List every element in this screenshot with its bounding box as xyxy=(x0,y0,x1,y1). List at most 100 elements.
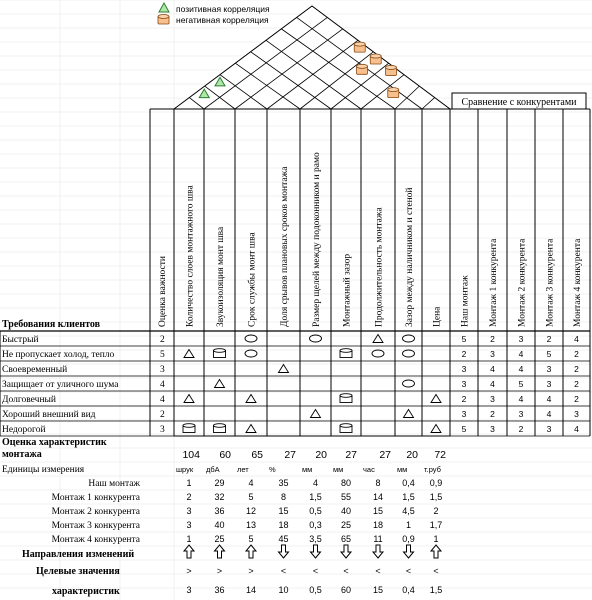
requirement-label: Не пропускает холод, тепло xyxy=(2,350,115,360)
negative-correlation-mark xyxy=(356,63,368,75)
cylinder-top xyxy=(353,41,366,47)
tech-header-7: Зазор между наличником и стеной xyxy=(404,187,415,327)
negative-correlation-mark xyxy=(387,87,400,99)
evaluation-value: 104 xyxy=(182,449,200,461)
unit-value: шрук xyxy=(176,465,194,474)
competitor-score: 3 xyxy=(462,409,467,419)
target-sign: < xyxy=(375,566,380,576)
benchmark-value: 11 xyxy=(373,534,382,544)
importance-value: 5 xyxy=(160,350,165,360)
tech-header-4: Размер щелей между подоконником и рамо xyxy=(311,152,322,327)
roof-grid-line xyxy=(204,85,236,110)
evaluation-value: 65 xyxy=(251,449,263,461)
benchmark-value: 0,9 xyxy=(402,534,415,544)
benchmark-value: 55 xyxy=(341,492,351,502)
arrow-down-icon xyxy=(277,544,290,559)
unit-value: час xyxy=(363,465,375,474)
importance-value: 3 xyxy=(160,425,165,435)
roof-grid-line xyxy=(281,28,396,110)
arrow-down-icon xyxy=(339,544,353,559)
competitor-score: 3 xyxy=(547,424,552,434)
competitor-score: 2 xyxy=(547,334,552,344)
competitor-score: 2 xyxy=(574,394,579,404)
cylinder-top xyxy=(339,393,353,398)
evaluation-value: 27 xyxy=(345,449,357,461)
cylinder-top xyxy=(339,348,353,353)
target-value: 15 xyxy=(373,585,383,595)
competitor-score: 2 xyxy=(490,334,495,344)
benchmark-value: 1,5 xyxy=(402,492,415,502)
target-value: 0,4 xyxy=(402,585,415,595)
unit-value: мм xyxy=(302,465,312,474)
benchmark-value: 8 xyxy=(281,492,286,502)
requirement-label: Недорогой xyxy=(2,424,46,435)
benchmark-value: 4 xyxy=(313,478,318,488)
weak-relation-mark xyxy=(371,349,385,358)
medium-relation-mark xyxy=(277,363,290,373)
benchmark-value: 4,5 xyxy=(402,506,415,516)
roof-grid-line xyxy=(330,62,389,110)
competitor-score: 3 xyxy=(574,409,579,419)
arrow-up-icon xyxy=(182,544,196,559)
units-label: Единицы измерения xyxy=(2,465,85,475)
evaluation-label-top: Оценка характеристик xyxy=(2,437,107,448)
vertical-headers: Оценка важности Количество слоев монтажно… xyxy=(158,152,583,327)
roof-grid-line xyxy=(266,40,359,110)
roof-grid-line xyxy=(250,51,332,110)
importance-value: 2 xyxy=(160,410,165,420)
tech-header-5: Монтажный зазор xyxy=(342,254,353,327)
benchmark-value: 13 xyxy=(246,520,256,530)
benchmark-value: 18 xyxy=(373,520,383,530)
target-value: 1,5 xyxy=(430,585,443,595)
benchmark-value: 0,3 xyxy=(309,520,322,530)
unit-value: мм xyxy=(397,465,407,474)
target-value: 60 xyxy=(341,585,351,595)
benchmark-value: 2 xyxy=(433,506,438,516)
competitor-score: 2 xyxy=(519,424,524,434)
arrow-down-icon xyxy=(309,544,322,559)
requirement-label: Хороший внешний вид xyxy=(2,409,96,420)
cylinder-top xyxy=(213,348,226,353)
positive-correlation-icon xyxy=(158,1,170,13)
legend-negative-label: негативная корреляция xyxy=(176,15,269,25)
benchmark-value: 25 xyxy=(214,534,224,544)
evaluation-value: 20 xyxy=(315,449,327,461)
target-sign: < xyxy=(343,566,348,576)
roof-grid-line xyxy=(234,28,343,110)
target-value: 14 xyxy=(246,585,256,595)
competitor-comparison-header: Сравнение с конкурентами xyxy=(451,92,587,110)
competitor-score: 4 xyxy=(547,394,552,404)
target-sign: < xyxy=(433,566,438,576)
benchmark-value: 15 xyxy=(278,506,288,516)
negative-correlation-icon xyxy=(157,14,170,25)
competitor-score: 2 xyxy=(462,349,467,359)
negative-correlation-mark xyxy=(369,53,382,65)
relationship-matrix xyxy=(182,333,442,433)
direction-label: Направления изменений xyxy=(22,549,134,560)
competitor-score: 2 xyxy=(574,364,579,374)
customer-requirements: Требования клиентов Быстрый 2 5 2 3 2 4 Не проп… xyxy=(2,319,579,435)
benchmark-value: 1,5 xyxy=(430,492,443,502)
competitor-score: 4 xyxy=(519,394,524,404)
roof-grid-line xyxy=(203,17,328,110)
importance-header: Оценка важности xyxy=(158,256,168,327)
arrow-down-icon xyxy=(371,544,385,559)
strong-relation-mark xyxy=(213,348,226,358)
importance-value: 2 xyxy=(160,335,165,345)
benchmark-value: 45 xyxy=(278,534,288,544)
medium-relation-mark xyxy=(245,423,257,433)
arrow-down-icon xyxy=(402,544,415,559)
benchmark-value: 2 xyxy=(186,492,191,502)
tech-header-8: Цена xyxy=(433,306,443,327)
benchmark-value: 3 xyxy=(186,506,191,516)
benchmark-label: Наш монтаж xyxy=(88,479,140,489)
targets-label: Целевые значения xyxy=(36,566,120,577)
target-sign: > xyxy=(248,566,253,576)
weak-relation-mark xyxy=(244,349,258,358)
competitor-score: 2 xyxy=(574,349,579,359)
competitor-header-0: Наш монтаж xyxy=(461,275,471,327)
competitor-score: 5 xyxy=(519,379,524,389)
requirement-label: Своевременный xyxy=(2,364,67,375)
unit-value: дбА xyxy=(206,465,220,474)
competitor-header-1: Монтаж 1 конкурента xyxy=(489,238,499,327)
